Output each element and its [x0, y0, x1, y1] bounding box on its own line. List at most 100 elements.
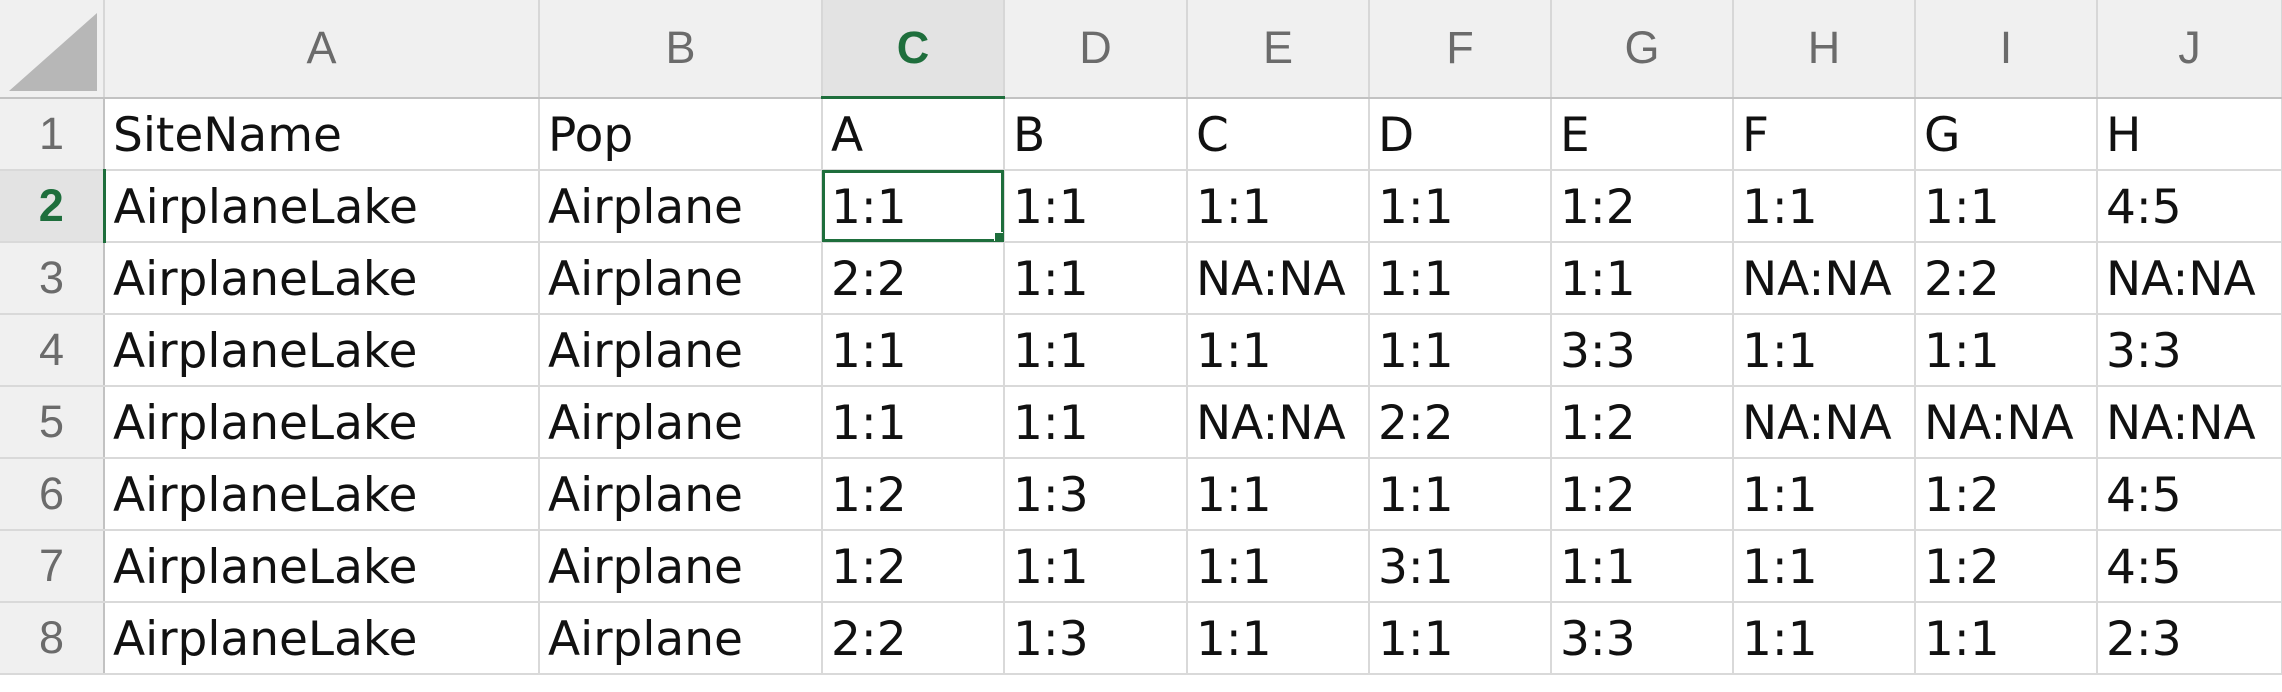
- cell[interactable]: 1:1: [1733, 313, 1916, 387]
- cell[interactable]: 3:3: [1551, 313, 1734, 387]
- cell[interactable]: 1:2: [1915, 457, 2098, 531]
- cell[interactable]: 1:1: [1551, 241, 1734, 315]
- cell[interactable]: 1:1: [1369, 241, 1552, 315]
- row-header[interactable]: 1: [0, 97, 105, 171]
- cell[interactable]: 1:2: [822, 457, 1005, 531]
- row-header[interactable]: 5: [0, 385, 105, 459]
- cell[interactable]: 1:1: [1004, 169, 1188, 243]
- cell[interactable]: 1:1: [1733, 457, 1916, 531]
- cell[interactable]: AirplaneLake: [104, 169, 540, 243]
- cell[interactable]: AirplaneLake: [104, 313, 540, 387]
- cell[interactable]: 1:1: [1915, 169, 2098, 243]
- cell[interactable]: 1:1: [1369, 169, 1552, 243]
- cell[interactable]: 1:1: [1733, 529, 1916, 603]
- cell[interactable]: 1:1: [1733, 169, 1916, 243]
- cell[interactable]: 1:1: [1004, 529, 1188, 603]
- cell[interactable]: NA:NA: [2097, 241, 2282, 315]
- cell[interactable]: 1:2: [1551, 457, 1734, 531]
- cell[interactable]: Pop: [539, 97, 823, 171]
- cell[interactable]: 1:1: [1187, 313, 1370, 387]
- cell[interactable]: 1:3: [1004, 457, 1188, 531]
- cell[interactable]: 4:5: [2097, 457, 2282, 531]
- cell[interactable]: NA:NA: [1187, 241, 1370, 315]
- cell[interactable]: 1:1: [1915, 601, 2098, 675]
- cell[interactable]: AirplaneLake: [104, 457, 540, 531]
- cell[interactable]: 1:1: [1187, 529, 1370, 603]
- select-all-button[interactable]: [0, 0, 105, 99]
- cell[interactable]: 2:2: [1369, 385, 1552, 459]
- row-header[interactable]: 4: [0, 313, 105, 387]
- cell[interactable]: 4:5: [2097, 529, 2282, 603]
- cell[interactable]: 1:2: [1551, 385, 1734, 459]
- cell[interactable]: 3:3: [1551, 601, 1734, 675]
- cell[interactable]: B: [1004, 97, 1188, 171]
- cell[interactable]: 1:1: [1369, 457, 1552, 531]
- cell[interactable]: D: [1369, 97, 1552, 171]
- cell[interactable]: Airplane: [539, 529, 823, 603]
- cell[interactable]: 1:1: [1004, 241, 1188, 315]
- cell[interactable]: 2:2: [822, 241, 1005, 315]
- cell[interactable]: 2:2: [1915, 241, 2098, 315]
- cell[interactable]: NA:NA: [1915, 385, 2098, 459]
- cell[interactable]: SiteName: [104, 97, 540, 171]
- cell[interactable]: 1:2: [1915, 529, 2098, 603]
- cell[interactable]: Airplane: [539, 601, 823, 675]
- cell[interactable]: 1:1: [1004, 385, 1188, 459]
- row-header[interactable]: 8: [0, 601, 105, 675]
- cell[interactable]: 1:2: [1551, 169, 1734, 243]
- cell[interactable]: 1:1: [1004, 313, 1188, 387]
- cell[interactable]: NA:NA: [1733, 241, 1916, 315]
- cell[interactable]: Airplane: [539, 241, 823, 315]
- cell[interactable]: 2:3: [2097, 601, 2282, 675]
- row-header[interactable]: 7: [0, 529, 105, 603]
- column-header-d[interactable]: D: [1004, 0, 1188, 99]
- cell[interactable]: AirplaneLake: [104, 601, 540, 675]
- cell[interactable]: C: [1187, 97, 1370, 171]
- column-header-i[interactable]: I: [1915, 0, 2098, 99]
- row-header[interactable]: 6: [0, 457, 105, 531]
- row-header[interactable]: 3: [0, 241, 105, 315]
- cell[interactable]: NA:NA: [1187, 385, 1370, 459]
- cell[interactable]: AirplaneLake: [104, 529, 540, 603]
- cell[interactable]: 1:1: [1369, 313, 1552, 387]
- cell[interactable]: 1:1: [1369, 601, 1552, 675]
- cell[interactable]: E: [1551, 97, 1734, 171]
- cell[interactable]: F: [1733, 97, 1916, 171]
- cell[interactable]: 1:1: [1187, 601, 1370, 675]
- column-header-h[interactable]: H: [1733, 0, 1916, 99]
- cell[interactable]: 1:1: [1551, 529, 1734, 603]
- cell[interactable]: AirplaneLake: [104, 241, 540, 315]
- cell[interactable]: NA:NA: [1733, 385, 1916, 459]
- cell[interactable]: 1:1: [1915, 313, 2098, 387]
- cell[interactable]: Airplane: [539, 169, 823, 243]
- column-header-c[interactable]: C: [822, 0, 1005, 99]
- cell[interactable]: 1:2: [822, 529, 1005, 603]
- column-header-j[interactable]: J: [2097, 0, 2282, 99]
- cell[interactable]: 4:5: [2097, 169, 2282, 243]
- cell[interactable]: 1:1: [1733, 601, 1916, 675]
- row-header-active[interactable]: 2: [0, 169, 106, 243]
- cell[interactable]: 1:1: [822, 385, 1005, 459]
- cell[interactable]: 1:1: [1187, 457, 1370, 531]
- cell[interactable]: 3:1: [1369, 529, 1552, 603]
- cell[interactable]: 2:2: [822, 601, 1005, 675]
- cell[interactable]: Airplane: [539, 457, 823, 531]
- cell[interactable]: A: [822, 97, 1005, 171]
- column-header-a[interactable]: A: [104, 0, 540, 99]
- selected-cell[interactable]: 1:1: [822, 169, 1005, 243]
- cell[interactable]: Airplane: [539, 385, 823, 459]
- cell[interactable]: 3:3: [2097, 313, 2282, 387]
- column-header-f[interactable]: F: [1369, 0, 1552, 99]
- column-header-g[interactable]: G: [1551, 0, 1734, 99]
- cell[interactable]: NA:NA: [2097, 385, 2282, 459]
- cell[interactable]: 1:3: [1004, 601, 1188, 675]
- cell[interactable]: 1:1: [822, 313, 1005, 387]
- cell[interactable]: Airplane: [539, 313, 823, 387]
- fill-handle[interactable]: [994, 231, 1002, 240]
- cell[interactable]: G: [1915, 97, 2098, 171]
- cell[interactable]: AirplaneLake: [104, 385, 540, 459]
- column-header-e[interactable]: E: [1187, 0, 1370, 99]
- column-header-b[interactable]: B: [539, 0, 823, 99]
- cell[interactable]: 1:1: [1187, 169, 1370, 243]
- cell[interactable]: H: [2097, 97, 2282, 171]
